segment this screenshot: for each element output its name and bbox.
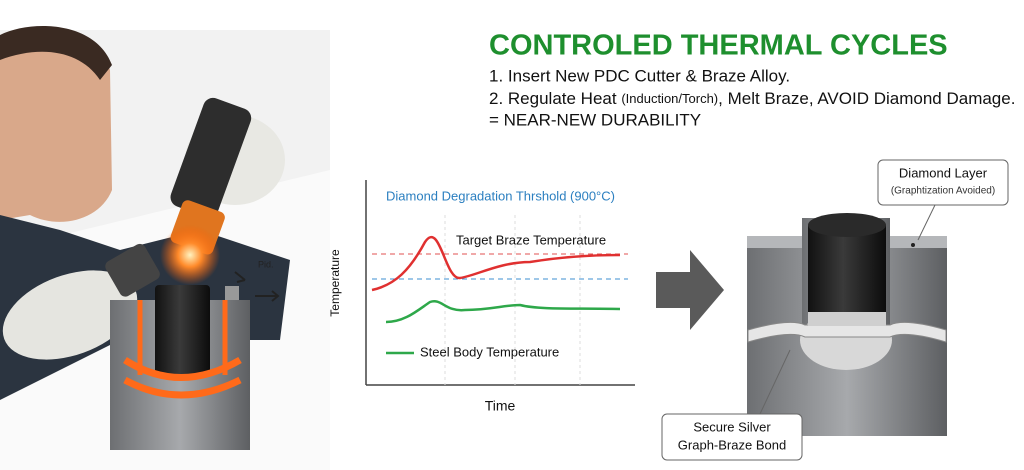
- diamond-title: Diamond Layer: [899, 165, 988, 180]
- temperature-graph: Diamond Degradation Thrshold (900°C) Tar…: [328, 180, 635, 414]
- step-2: 2. Regulate Heat (Induction/Torch), Melt…: [489, 89, 1015, 108]
- step-2-note: (Induction/Torch): [621, 91, 718, 106]
- bond-line-1: Secure Silver: [693, 419, 771, 434]
- y-axis-label: Temperature: [328, 249, 342, 317]
- cutter-illustration: Diamond Layer (Graphtization Avoided) Se…: [661, 159, 1009, 461]
- steel-label: Steel Body Temperature: [420, 344, 559, 359]
- step-1: 1. Insert New PDC Cutter & Braze Alloy.: [489, 66, 790, 85]
- result: = NEAR-NEW DURABILITY: [489, 110, 701, 129]
- photo-label: Pid.: [258, 259, 274, 269]
- title: CONTROLED THERMAL CYCLES: [489, 30, 948, 62]
- step-2-rest: , Melt Braze, AVOID Diamond Damage.: [718, 89, 1015, 108]
- bond-line-2: Graph-Braze Bond: [678, 437, 786, 452]
- arrow: [656, 250, 724, 330]
- diamond-note: (Graphtization Avoided): [891, 186, 995, 197]
- target-label: Target Braze Temperature: [456, 232, 606, 247]
- photo: Pid.: [0, 26, 330, 470]
- x-axis-label: Time: [485, 398, 516, 414]
- threshold-label: Diamond Degradation Thrshold (900°C): [386, 188, 615, 203]
- step-2-main: 2. Regulate Heat: [489, 89, 621, 108]
